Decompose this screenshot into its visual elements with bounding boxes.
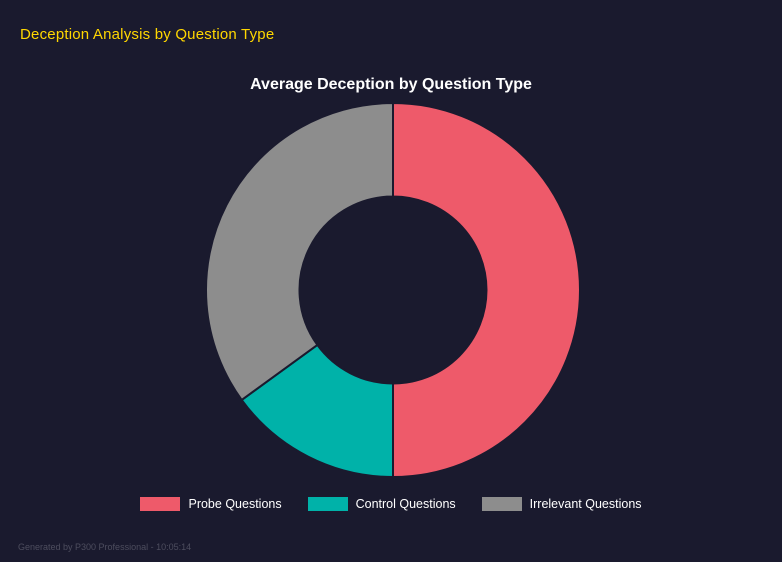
donut-segment-2[interactable] (205, 101, 394, 402)
legend-item-control[interactable]: Control Questions (307, 497, 456, 511)
chart-title: Average Deception by Question Type (250, 76, 532, 93)
legend-swatch-control (307, 497, 348, 511)
chart-legend: Probe Questions Control Questions Irrele… (0, 497, 782, 511)
legend-label-probe: Probe Questions (188, 497, 282, 511)
footer-status-text: Generated by P300 Professional - 10:05:1… (18, 542, 192, 552)
legend-label-irrelevant: Irrelevant Questions (529, 497, 642, 511)
legend-label-control: Control Questions (355, 497, 456, 511)
legend-item-probe[interactable]: Probe Questions (140, 497, 282, 511)
donut-segment-0[interactable] (392, 101, 581, 479)
legend-swatch-irrelevant (481, 497, 522, 511)
page-title: Deception Analysis by Question Type (20, 26, 275, 43)
legend-swatch-probe (140, 497, 181, 511)
legend-item-irrelevant[interactable]: Irrelevant Questions (481, 497, 642, 511)
donut-segment-1[interactable] (240, 343, 394, 479)
